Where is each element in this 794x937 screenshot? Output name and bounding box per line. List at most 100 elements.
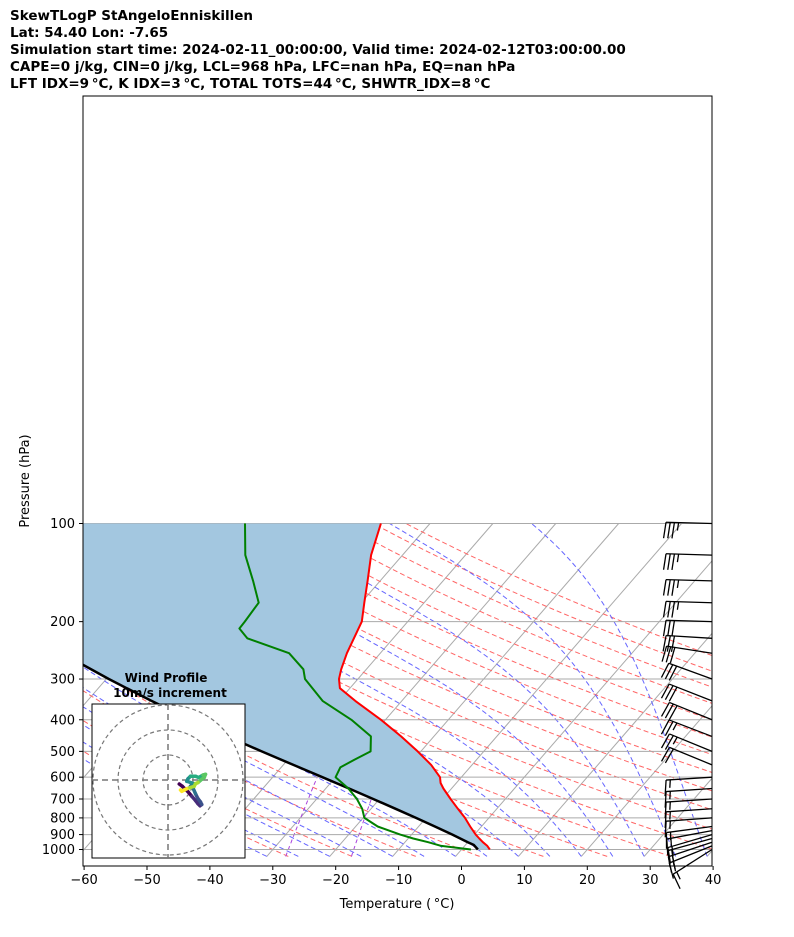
barb-full-tick: [660, 683, 670, 699]
barb-shaft: [666, 578, 713, 582]
dry-adiabat-line: [242, 523, 712, 738]
cin-shaded-area: [83, 523, 490, 850]
barb-full-tick: [661, 645, 668, 662]
barb-full-tick: [664, 664, 674, 680]
isotherm-line: [518, 632, 712, 857]
moist-adiabat-line: [531, 523, 708, 857]
barb-full-tick: [672, 873, 681, 890]
isotherm-line: [770, 524, 794, 857]
barb-full-tick: [664, 735, 674, 750]
y-tick-label: 800: [50, 811, 75, 826]
x-tick-label: 10: [516, 873, 533, 888]
wind-barb: [662, 553, 713, 571]
barb-full-tick: [662, 601, 667, 618]
barb-half-tick: [676, 554, 680, 563]
barb-full-tick: [667, 847, 672, 864]
x-tick-label: 30: [642, 873, 659, 888]
barb-full-tick: [660, 719, 670, 735]
barb-full-tick: [669, 647, 676, 664]
temperature-line: [338, 523, 491, 851]
cape-line: CAPE=0 j/kg, CIN=0 j/kg, LCL=968 hPa, LF…: [10, 59, 516, 75]
wind-barb: [660, 733, 713, 752]
hodograph-segment: [178, 788, 184, 793]
wind-barb: [660, 662, 713, 681]
wind-barb: [662, 578, 713, 596]
y-tick-label: 400: [50, 713, 75, 728]
barb-full-tick: [662, 553, 667, 570]
barb-full-tick: [664, 791, 667, 808]
barb-shaft: [666, 829, 713, 840]
profile-layer: [83, 523, 491, 851]
barb-shaft: [666, 787, 713, 793]
dry-adiabat-line: [177, 523, 712, 773]
barb-shaft: [666, 645, 713, 654]
wind-barb: [660, 683, 713, 702]
barb-shaft: [666, 553, 713, 556]
hodograph-subtitle: 10m/s increment: [113, 686, 227, 700]
dry-adiabat-line: [307, 523, 712, 704]
barb-shaft: [669, 701, 713, 721]
barb-full-tick: [671, 601, 676, 618]
wind-barbs: [660, 521, 713, 890]
hodograph-plot: [92, 704, 245, 858]
hodograph-title: Wind Profile: [125, 671, 208, 685]
x-axis-ticks: −60 −50 −40 −30 −20 −10 0 10 20 30 40: [70, 866, 721, 888]
chart-title: SkewTLogP StAngeloEnniskillen: [10, 8, 253, 24]
dry-adiabat-line: [210, 523, 712, 756]
x-axis-label: Temperature ( °C): [339, 897, 455, 912]
barb-shaft: [668, 719, 713, 738]
dry-adiabat-line: [83, 661, 480, 857]
barb-full-tick: [671, 522, 676, 539]
indices-line: LFT IDX=9 °C, K IDX=3 °C, TOTAL TOTS=44 …: [10, 76, 491, 92]
barb-full-tick: [667, 579, 671, 596]
location-line: Lat: 54.40 Lon: -7.65: [10, 25, 169, 41]
barb-half-tick: [676, 579, 680, 589]
x-tick-label: −50: [133, 873, 160, 888]
barb-full-tick: [662, 635, 667, 652]
barb-full-tick: [660, 747, 671, 762]
barb-full-tick: [660, 662, 670, 678]
barb-shaft: [666, 600, 713, 604]
dewpoint-line: [238, 523, 472, 851]
barb-shaft: [665, 521, 713, 525]
barb-full-tick: [665, 646, 672, 663]
barb-full-tick: [664, 721, 674, 736]
wind-barb: [665, 825, 713, 849]
barb-shaft: [669, 746, 713, 766]
wind-barb: [664, 787, 713, 808]
plot-frame: [82, 95, 713, 867]
barb-half-tick: [671, 846, 674, 855]
barb-shaft: [666, 776, 713, 781]
barb-full-tick: [671, 620, 676, 637]
barb-shaft: [668, 841, 713, 858]
barb-full-tick: [662, 522, 667, 539]
y-tick-label: 900: [50, 828, 75, 843]
barb-half-tick: [672, 736, 678, 745]
wind-barb: [660, 746, 713, 766]
barb-shaft: [667, 833, 713, 849]
y-tick-label: 300: [50, 673, 75, 688]
barb-full-tick: [664, 703, 674, 719]
barb-shaft: [667, 837, 713, 852]
barb-shaft: [666, 825, 713, 834]
hodograph-inset: Wind Profile 10m/s increment: [91, 671, 246, 859]
barb-shaft: [669, 845, 713, 864]
wind-barb: [662, 634, 713, 653]
barb-full-tick: [668, 686, 678, 702]
x-tick-label: 0: [457, 873, 465, 888]
barb-full-tick: [667, 553, 671, 570]
time-line: Simulation start time: 2024-02-11_00:00:…: [10, 42, 626, 58]
x-tick-label: 20: [579, 873, 596, 888]
x-tick-label: 40: [705, 873, 722, 888]
barb-full-tick: [664, 685, 674, 701]
dry-adiabat-line: [144, 523, 712, 792]
parcel-profile-line: [83, 663, 479, 851]
barb-shaft: [668, 683, 713, 702]
barb-full-tick: [671, 579, 676, 596]
x-tick-label: −10: [385, 873, 412, 888]
wind-barb: [662, 521, 713, 539]
barb-full-tick: [662, 620, 667, 637]
moist-adiabat-line: [83, 666, 425, 857]
barb-full-tick: [671, 553, 676, 571]
barb-full-tick: [667, 620, 671, 637]
